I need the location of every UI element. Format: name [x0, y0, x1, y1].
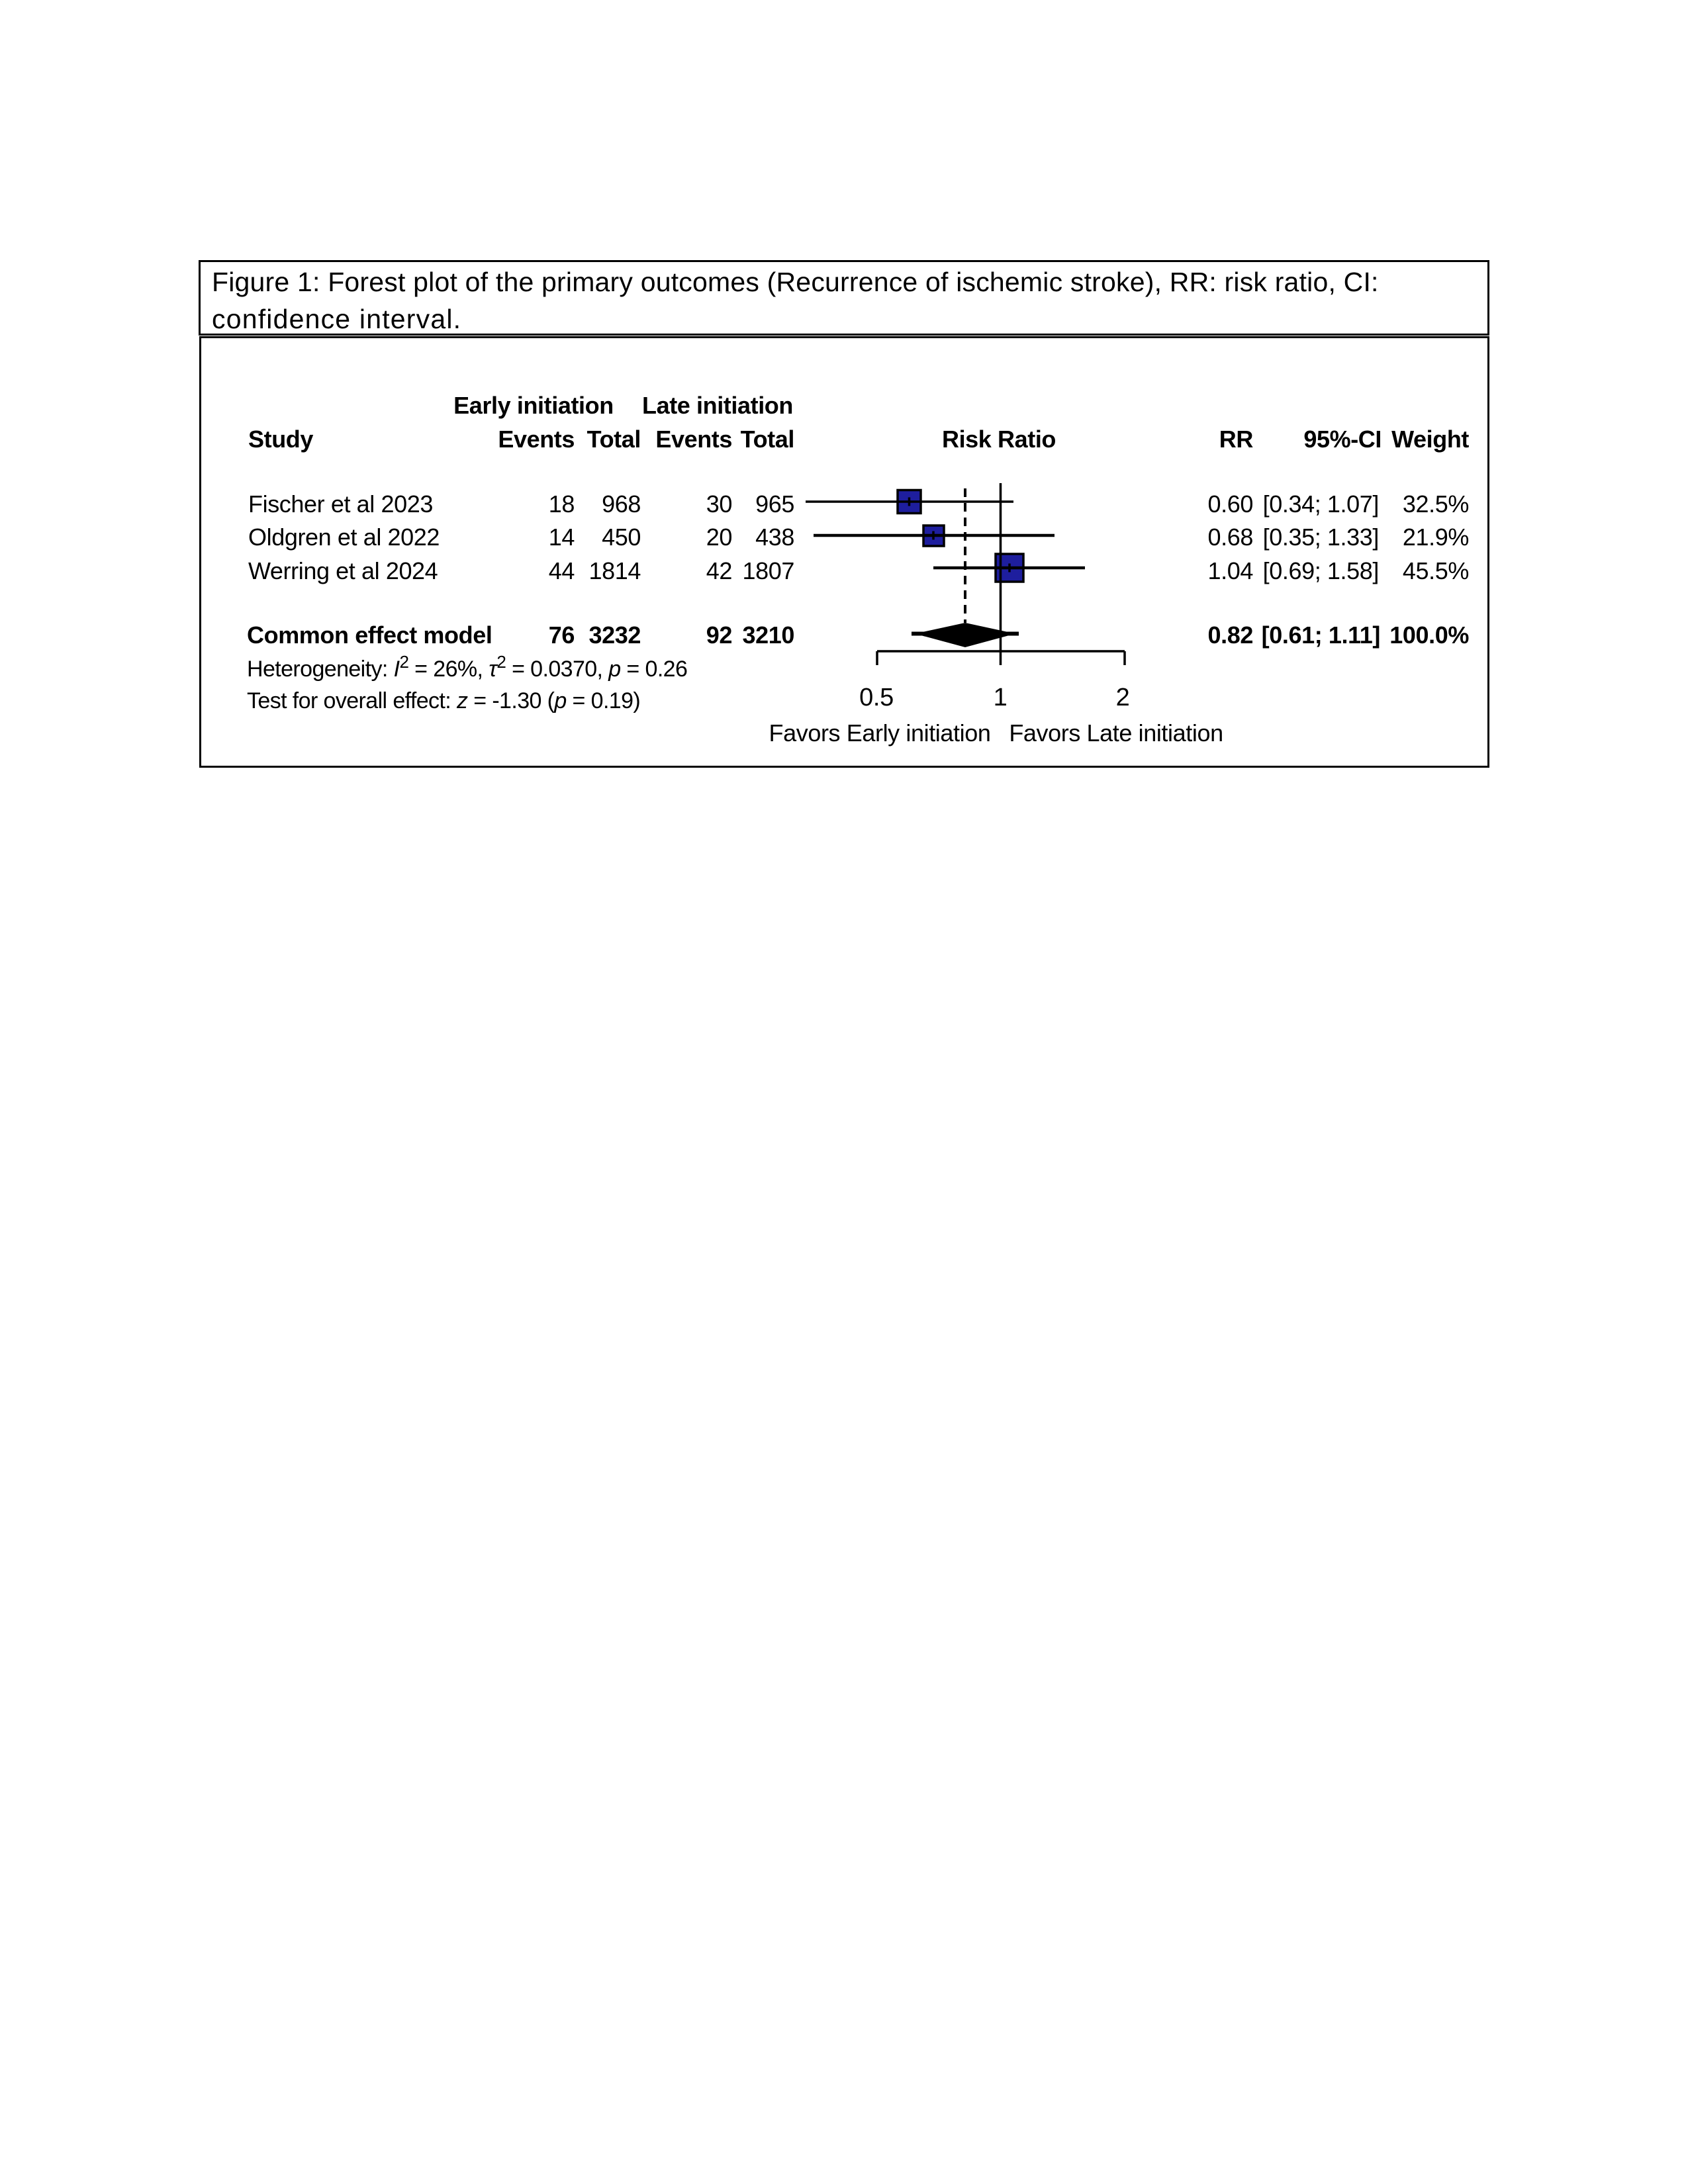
svg-text:Late initiation: Late initiation	[642, 392, 793, 419]
svg-text:Heterogeneity: I2 = 26%, τ2 =: Heterogeneity: I2 = 26%, τ2 = 0.0370, p …	[247, 652, 687, 682]
svg-text:1814: 1814	[589, 557, 641, 584]
svg-text:92: 92	[706, 621, 732, 649]
svg-text:Weight: Weight	[1391, 426, 1469, 453]
svg-text:Total: Total	[587, 426, 641, 453]
svg-text:76: 76	[549, 621, 575, 649]
svg-text:Werring et al 2024: Werring et al 2024	[248, 557, 438, 584]
svg-text:Common effect model: Common effect model	[247, 621, 492, 649]
svg-text:0.82: 0.82	[1208, 621, 1253, 649]
svg-text:95%-CI: 95%-CI	[1303, 426, 1382, 453]
svg-text:965: 965	[755, 490, 794, 518]
svg-text:Favors Early initiation: Favors Early initiation	[769, 719, 991, 747]
svg-text:0.68: 0.68	[1208, 523, 1253, 551]
svg-text:[0.35; 1.33]: [0.35; 1.33]	[1263, 523, 1379, 551]
svg-text:1: 1	[994, 684, 1008, 711]
svg-text:Test for overall effect: z = -: Test for overall effect: z = -1.30 (p = …	[247, 688, 640, 713]
svg-text:450: 450	[602, 523, 641, 551]
svg-text:Risk Ratio: Risk Ratio	[942, 426, 1056, 453]
svg-text:Events: Events	[498, 426, 575, 453]
svg-text:100.0%: 100.0%	[1389, 621, 1469, 649]
svg-text:20: 20	[706, 523, 732, 551]
svg-text:2: 2	[1116, 684, 1130, 711]
svg-text:1.04: 1.04	[1208, 557, 1253, 584]
svg-text:30: 30	[706, 490, 732, 518]
svg-text:438: 438	[755, 523, 794, 551]
svg-text:Total: Total	[741, 426, 794, 453]
svg-text:21.9%: 21.9%	[1403, 523, 1469, 551]
svg-text:42: 42	[706, 557, 732, 584]
svg-text:3210: 3210	[743, 621, 795, 649]
svg-text:RR: RR	[1219, 426, 1254, 453]
svg-text:1807: 1807	[743, 557, 795, 584]
svg-text:Fischer et al 2023: Fischer et al 2023	[248, 490, 433, 518]
svg-text:[0.61; 1.11]: [0.61; 1.11]	[1262, 621, 1380, 649]
svg-text:[0.34; 1.07]: [0.34; 1.07]	[1263, 490, 1379, 518]
svg-text:14: 14	[549, 523, 575, 551]
svg-text:44: 44	[549, 557, 575, 584]
svg-text:3232: 3232	[589, 621, 641, 649]
svg-text:45.5%: 45.5%	[1403, 557, 1469, 584]
svg-text:Early initiation: Early initiation	[453, 392, 614, 419]
svg-text:0.60: 0.60	[1208, 490, 1253, 518]
svg-text:18: 18	[549, 490, 575, 518]
svg-text:Study: Study	[248, 426, 313, 453]
svg-text:Favors Late initiation: Favors Late initiation	[1009, 719, 1223, 747]
svg-text:0.5: 0.5	[859, 684, 894, 711]
svg-text:Oldgren et al 2022: Oldgren et al 2022	[248, 523, 440, 551]
svg-text:Events: Events	[655, 426, 732, 453]
svg-text:32.5%: 32.5%	[1403, 490, 1469, 518]
svg-text:968: 968	[602, 490, 641, 518]
svg-text:[0.69; 1.58]: [0.69; 1.58]	[1263, 557, 1379, 584]
